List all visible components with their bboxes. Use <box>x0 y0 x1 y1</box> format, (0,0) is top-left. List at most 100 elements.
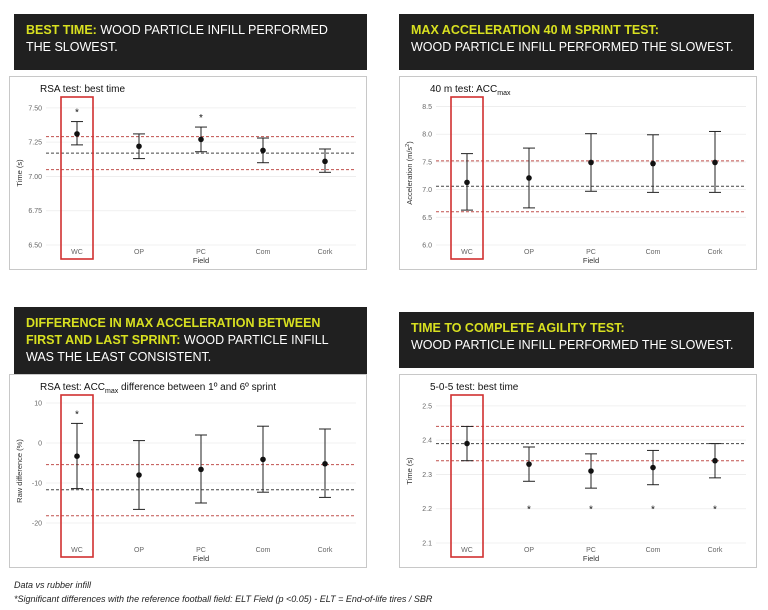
header-highlight: DIFFERENCE IN MAX ACCELERATION BETWEEN F… <box>26 316 321 347</box>
y-axis-label: Time (s) <box>15 159 24 187</box>
data-point <box>322 461 328 467</box>
x-tick-label: Com <box>646 249 661 256</box>
y-tick-label: 2.5 <box>422 403 432 410</box>
data-point <box>588 468 594 474</box>
x-tick-label: Com <box>256 547 271 554</box>
chart-title: 40 m test: ACCmax <box>430 84 511 97</box>
y-tick-label: 8.0 <box>422 132 432 139</box>
y-tick-label: 7.50 <box>28 105 42 112</box>
data-point <box>526 175 532 181</box>
data-point <box>650 160 656 167</box>
footnote-data-vs-rubber: Data vs rubber infill <box>14 580 92 590</box>
data-point <box>464 440 470 447</box>
chart-panel-rsa-best-time: RSA test: best time 6.50 6.75 7.00 7.25 7.50 T… <box>9 76 367 270</box>
x-tick-label: PC <box>196 547 206 554</box>
chart-title: RSA test: ACCmax difference between 1º a… <box>40 382 276 395</box>
x-axis-label: Field <box>583 256 599 265</box>
data-point <box>198 136 204 143</box>
y-tick-label: 6.75 <box>28 208 42 215</box>
header-highlight: BEST TIME: <box>26 23 97 37</box>
header-highlight: TIME TO COMPLETE AGILITY TEST: <box>411 321 625 335</box>
data-point <box>136 143 142 150</box>
y-tick-label: 2.3 <box>422 472 432 479</box>
x-axis-label: Field <box>193 256 209 265</box>
x-tick-label: OP <box>524 547 534 554</box>
chart-505-best-time: 5-0-5 test: best time 2.1 2.2 2.3 2.4 2.5 Time… <box>405 382 746 563</box>
x-axis-label: Field <box>193 554 209 563</box>
chart-acc-difference: RSA test: ACCmax difference between 1º a… <box>15 382 356 563</box>
x-tick-label: Com <box>646 547 661 554</box>
highlight-box <box>60 96 94 260</box>
data-point <box>198 466 204 473</box>
footnote-significance: *Significant differences with the refere… <box>14 594 433 604</box>
x-tick-label: Cork <box>708 249 723 256</box>
header-highlight: MAX ACCELERATION 40 M SPRINT TEST: <box>411 23 659 37</box>
y-tick-label: 7.25 <box>28 140 42 147</box>
y-tick-label: 7.00 <box>28 174 42 181</box>
data-point <box>322 158 328 165</box>
y-tick-label: 0 <box>38 441 42 448</box>
y-tick-label: 2.1 <box>422 541 432 548</box>
highlight-box <box>60 394 94 558</box>
x-tick-label: PC <box>196 249 206 256</box>
y-tick-label: 6.50 <box>28 243 42 250</box>
data-point <box>260 147 266 154</box>
y-tick-label: 7.0 <box>422 187 432 194</box>
significance-star: * <box>713 505 717 516</box>
y-tick-label: 2.2 <box>422 506 432 513</box>
significance-star: * <box>527 505 531 516</box>
chart-title: RSA test: best time <box>40 84 125 95</box>
header-max-acceleration: MAX ACCELERATION 40 M SPRINT TEST: WOOD … <box>399 14 754 70</box>
chart-panel-40m-acceleration: 40 m test: ACCmax 6.0 6.5 7.0 7.5 8.0 8.5 Accel… <box>399 76 757 270</box>
header-text: WOOD PARTICLE INFILL WAS THE LEAST CONSI… <box>26 333 329 364</box>
x-tick-label: WC <box>461 249 473 256</box>
chart-panel-acc-difference: RSA test: ACCmax difference between 1º a… <box>9 374 367 568</box>
header-text: WOOD PARTICLE INFILL PERFORMED THE SLOWE… <box>411 338 734 352</box>
header-text: WOOD PARTICLE INFILL PERFORMED THE SLOWE… <box>26 23 328 54</box>
x-tick-label: Cork <box>318 547 333 554</box>
y-axis-label: Raw difference (%) <box>15 439 24 503</box>
significance-star: * <box>651 505 655 516</box>
header-agility-test: TIME TO COMPLETE AGILITY TEST: WOOD PART… <box>399 312 754 368</box>
y-tick-label: 7.5 <box>422 159 432 166</box>
header-acceleration-difference: DIFFERENCE IN MAX ACCELERATION BETWEEN F… <box>14 307 367 374</box>
y-tick-label: 2.4 <box>422 438 432 445</box>
header-best-time: BEST TIME: WOOD PARTICLE INFILL PERFORME… <box>14 14 367 70</box>
x-tick-label: Com <box>256 249 271 256</box>
x-tick-label: WC <box>461 547 473 554</box>
header-text: WOOD PARTICLE INFILL PERFORMED THE SLOWE… <box>411 40 734 54</box>
x-axis-label: Field <box>583 554 599 563</box>
y-tick-label: -10 <box>32 481 42 488</box>
x-tick-label: WC <box>71 547 83 554</box>
y-tick-label: 6.0 <box>422 243 432 250</box>
significance-star: * <box>75 409 79 420</box>
y-tick-label: 6.5 <box>422 215 432 222</box>
chart-rsa-best-time: RSA test: best time 6.50 6.75 7.00 7.25 7.50 T… <box>15 84 356 265</box>
data-point <box>712 457 718 464</box>
data-point <box>588 159 594 166</box>
x-tick-label: OP <box>134 547 144 554</box>
x-tick-label: Cork <box>708 547 723 554</box>
y-tick-label: 8.5 <box>422 104 432 111</box>
y-axis-label: Acceleration (m/s2) <box>405 141 414 205</box>
chart-title: 5-0-5 test: best time <box>430 382 519 393</box>
data-point <box>260 456 266 463</box>
data-point <box>650 464 656 471</box>
y-tick-label: 10 <box>34 401 42 408</box>
data-point <box>74 131 80 137</box>
chart-panel-505-best-time: 5-0-5 test: best time 2.1 2.2 2.3 2.4 2.5 Time… <box>399 374 757 568</box>
data-point <box>136 472 142 478</box>
y-tick-label: -20 <box>32 521 42 528</box>
x-tick-label: WC <box>71 249 83 256</box>
highlight-box <box>450 96 484 260</box>
significance-star: * <box>75 108 79 119</box>
y-axis-label: Time (s) <box>405 457 414 485</box>
data-point <box>464 179 470 186</box>
x-tick-label: PC <box>586 547 596 554</box>
highlight-box <box>450 394 484 558</box>
x-tick-label: Cork <box>318 249 333 256</box>
significance-star: * <box>589 505 593 516</box>
x-tick-label: OP <box>524 249 534 256</box>
x-tick-label: PC <box>586 249 596 256</box>
chart-40m-acceleration: 40 m test: ACCmax 6.0 6.5 7.0 7.5 8.0 8.5 Accel… <box>405 84 746 265</box>
